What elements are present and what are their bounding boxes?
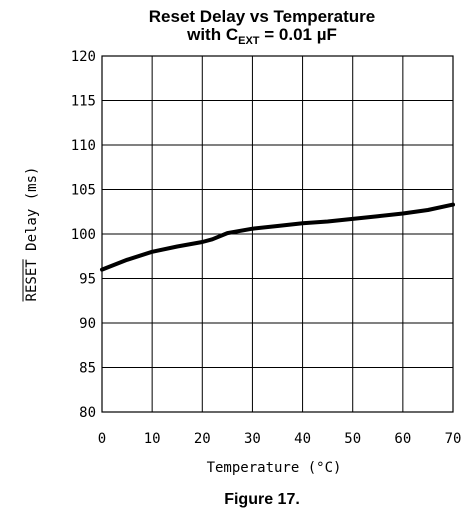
x-tick-label: 10 <box>144 431 161 447</box>
y-tick-label: 85 <box>79 361 96 377</box>
x-tick-label: 0 <box>98 431 106 447</box>
plot-frame <box>101 55 454 413</box>
y-tick-label: 80 <box>79 405 96 421</box>
y-tick-labels: 80 85 90 95 100 105 110 115 120 <box>71 49 96 421</box>
chart-subtitle-subscript: EXT <box>238 35 260 47</box>
chart-title-block: Reset Delay vs Temperature with CEXT = 0… <box>149 7 375 47</box>
x-tick-label: 50 <box>344 431 361 447</box>
y-axis-label-rest: Delay (ms) <box>24 167 40 260</box>
series-line <box>100 202 455 272</box>
y-tick-label: 120 <box>71 49 96 65</box>
y-tick-label: 95 <box>79 272 96 288</box>
x-axis-label: Temperature (°C) <box>207 460 342 476</box>
chart-title: Reset Delay vs Temperature <box>149 7 375 26</box>
y-tick-label: 110 <box>71 138 96 154</box>
y-tick-label: 115 <box>71 94 96 110</box>
grid <box>101 55 454 413</box>
x-tick-label: 30 <box>244 431 261 447</box>
x-tick-label: 20 <box>194 431 211 447</box>
y-tick-label: 90 <box>79 316 96 332</box>
y-axis-label-overlined: RESET <box>24 259 40 302</box>
y-tick-label: 100 <box>71 227 96 243</box>
x-tick-label: 60 <box>394 431 411 447</box>
y-axis-label: RESET Delay (ms) <box>24 167 40 302</box>
chart-subtitle-suffix: = 0.01 µF <box>260 25 337 44</box>
figure-caption: Figure 17. <box>224 491 300 508</box>
x-tick-labels: 0 10 20 30 40 50 60 70 <box>98 431 462 447</box>
chart-subtitle-prefix: with C <box>186 25 238 44</box>
y-tick-label: 105 <box>71 183 96 199</box>
chart-subtitle: with CEXT = 0.01 µF <box>186 25 337 47</box>
x-tick-label: 40 <box>294 431 311 447</box>
x-tick-label: 70 <box>445 431 462 447</box>
